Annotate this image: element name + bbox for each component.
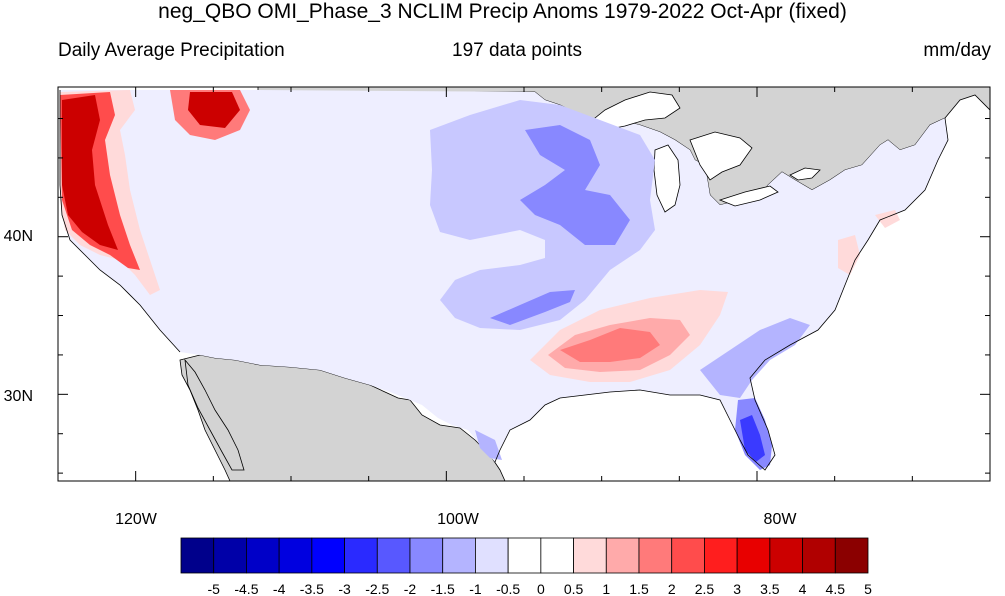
anomaly-negative-florida-core: [740, 415, 765, 462]
colorbar-swatch: [213, 537, 247, 574]
x-tick-label: 100W: [437, 511, 480, 528]
axis-ticks: [57, 87, 991, 481]
units-label: mm/day: [923, 40, 991, 61]
anomaly-negative-core: [520, 125, 630, 245]
colorbar-swatch: [769, 537, 803, 574]
colorbar: -5 -4.5 -4 -3.5 -3 -2.5 -2 -1.5 -1 -0.5 0 0.5 1 1.5 2 2…: [180, 537, 872, 596]
anomaly-negative-oklahoma: [490, 290, 575, 325]
colorbar-label: 2: [668, 581, 676, 596]
data-count-label: 197 data points: [452, 40, 582, 61]
colorbar-label: -2.5: [365, 581, 389, 596]
colorbar-swatch: [180, 537, 215, 574]
y-tick-label: 30N: [4, 388, 33, 405]
colorbar-label: -1.5: [431, 581, 455, 596]
colorbar-label: 4: [799, 581, 807, 596]
colorbar-label: -2: [404, 581, 417, 596]
colorbar-swatch: [802, 537, 836, 574]
colorbar-swatch: [540, 537, 574, 574]
map-field: [58, 87, 990, 481]
colorbar-swatch: [311, 537, 345, 574]
colorbar-swatch: [736, 537, 771, 574]
colorbar-label: 0: [537, 581, 545, 596]
colorbar-swatch: [638, 537, 673, 574]
colorbar-label: 1.5: [629, 581, 649, 596]
colorbar-label: 1: [602, 581, 610, 596]
colorbar-label: 0.5: [564, 581, 584, 596]
colorbar-swatch: [409, 537, 444, 574]
colorbar-label: 4.5: [826, 581, 846, 596]
colorbar-label: -4.5: [234, 581, 258, 596]
colorbar-swatch: [573, 537, 607, 574]
colorbar-swatch: [834, 537, 869, 574]
y-tick-label: 40N: [4, 228, 33, 245]
x-tick-label: 120W: [115, 511, 158, 528]
colorbar-swatch: [704, 537, 738, 574]
colorbar-label: 3: [733, 581, 741, 596]
colorbar-label: -3: [338, 581, 351, 596]
lake-erie: [718, 185, 779, 207]
colorbar-label: 2.5: [695, 581, 715, 596]
anomaly-negative-texas: [475, 430, 502, 460]
colorbar-label: -1: [469, 581, 482, 596]
anomaly-negative-southeast: [700, 318, 810, 398]
colorbar-swatch: [278, 537, 313, 574]
colorbar-label: -4: [273, 581, 286, 596]
gulf-coastline: [494, 117, 949, 471]
variable-label: Daily Average Precipitation: [58, 40, 285, 61]
lake-michigan: [653, 144, 681, 213]
x-tick-label: 80W: [764, 511, 798, 528]
lake-ontario: [789, 167, 821, 181]
colorbar-label: -0.5: [496, 581, 520, 596]
colorbar-label: 3.5: [760, 581, 780, 596]
map-title: neg_QBO OMI_Phase_3 NCLIM Precip Anoms 1…: [158, 0, 847, 23]
anomaly-positive-northern-rockies-core: [188, 92, 240, 128]
anomaly-positive-pnw-core: [62, 95, 118, 250]
colorbar-label: -5: [207, 581, 220, 596]
anomaly-positive-southeast-core: [560, 328, 660, 362]
colorbar-label: -3.5: [300, 581, 324, 596]
colorbar-swatch: [442, 537, 476, 574]
colorbar-swatch: [671, 537, 705, 574]
colorbar-swatch: [376, 537, 411, 574]
anomaly-positive-mid-atlantic: [838, 235, 860, 275]
colorbar-swatch: [475, 537, 509, 574]
west-coastline: [59, 90, 181, 353]
baja-peninsula: [184, 358, 245, 471]
colorbar-swatch: [605, 537, 640, 574]
colorbar-swatch: [344, 537, 378, 574]
colorbar-label: 5: [864, 581, 872, 596]
colorbar-swatch: [246, 537, 280, 574]
colorbar-swatch: [507, 537, 542, 574]
lake-huron: [689, 131, 753, 181]
